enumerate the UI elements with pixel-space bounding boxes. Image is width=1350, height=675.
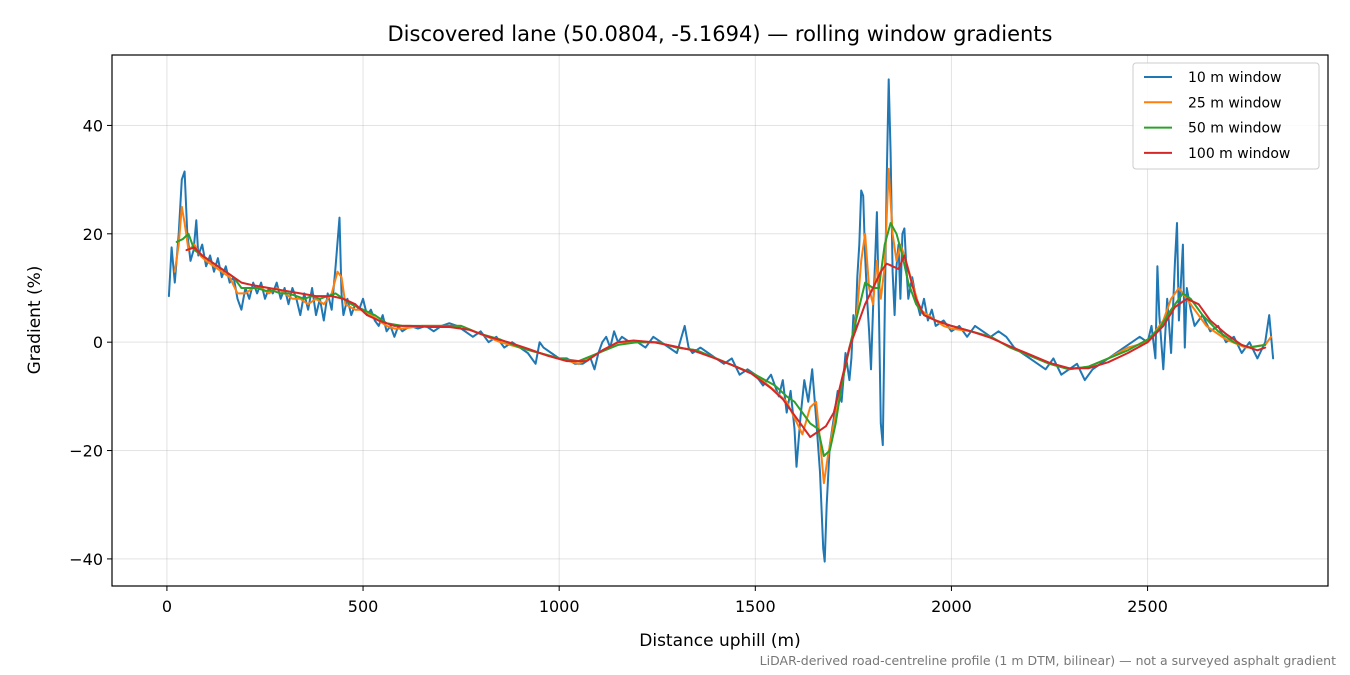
- x-axis: 0 500 1000 1500 2000 2500: [162, 586, 1168, 616]
- series-line-1: [167, 78, 1275, 563]
- footnote: LiDAR-derived road-centreline profile (1…: [760, 653, 1336, 668]
- series-line-2: [173, 167, 1273, 485]
- y-tick-label: −20: [69, 442, 103, 461]
- x-tick-label: 0: [162, 597, 172, 616]
- legend-box: [1132, 62, 1320, 170]
- y-axis: −40 −20 0 20 40: [69, 116, 112, 569]
- x-tick-label: 2500: [1127, 597, 1168, 616]
- x-tick-label: 500: [348, 597, 379, 616]
- legend: 10 m window 25 m window 50 m window 100 m w…: [1132, 62, 1320, 170]
- y-tick-label: 0: [93, 333, 103, 352]
- y-axis-label: Gradient (%): [25, 266, 45, 375]
- legend-label: 10 m window: [1188, 70, 1281, 86]
- plot-frame: [111, 54, 1329, 587]
- legend-label: 25 m window: [1188, 95, 1281, 111]
- x-tick-label: 2000: [931, 597, 972, 616]
- y-tick-label: −40: [69, 550, 103, 569]
- legend-label: 50 m window: [1188, 121, 1281, 137]
- x-tick-label: 1500: [735, 597, 776, 616]
- chart-title: Discovered lane (50.0804, -5.1694) — rol…: [388, 22, 1053, 46]
- legend-label: 100 m window: [1188, 146, 1290, 162]
- series-line-4: [185, 246, 1267, 438]
- y-tick-label: 40: [83, 116, 103, 135]
- x-axis-label: Distance uphill (m): [639, 631, 800, 651]
- series-layer: [167, 78, 1275, 563]
- y-tick-label: 20: [83, 225, 103, 244]
- x-tick-label: 1000: [539, 597, 580, 616]
